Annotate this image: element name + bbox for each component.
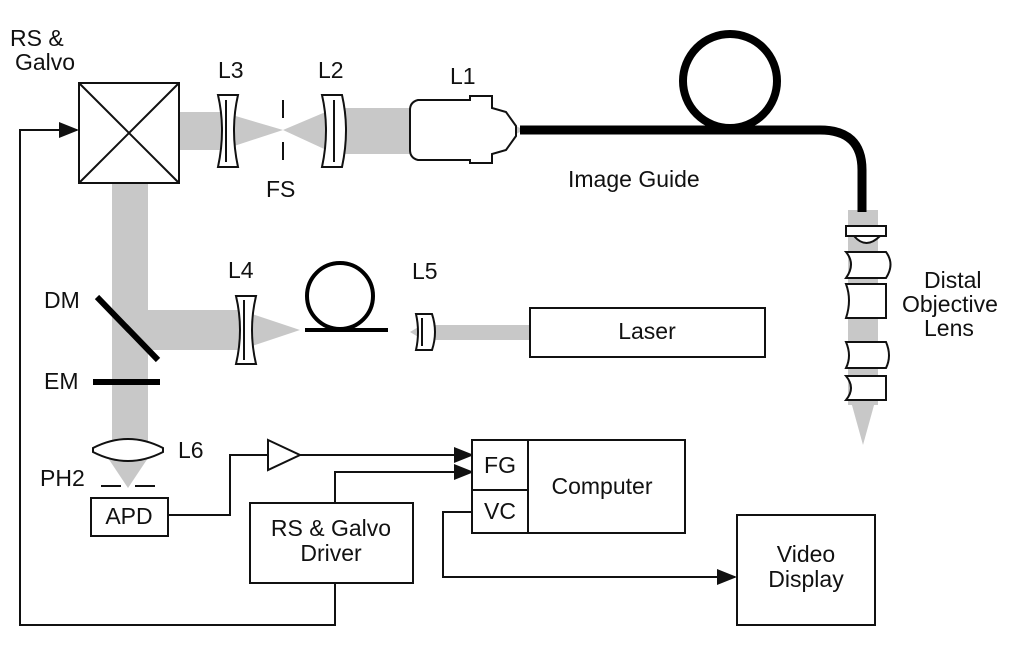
fiber xyxy=(305,261,375,331)
label: Galvo xyxy=(15,49,75,75)
label: Image Guide xyxy=(568,166,700,192)
label: L1 xyxy=(450,63,476,89)
lens xyxy=(414,313,436,351)
label: Video xyxy=(777,541,835,567)
objective xyxy=(409,95,517,164)
driver xyxy=(249,502,414,584)
lens xyxy=(216,94,240,168)
label: FG xyxy=(484,452,516,478)
distal-objective xyxy=(843,225,892,401)
label: Objective xyxy=(902,291,998,317)
label: PH2 xyxy=(40,465,85,491)
label: VC xyxy=(484,498,516,524)
laser xyxy=(529,307,766,358)
label: APD xyxy=(105,503,152,529)
label: L2 xyxy=(318,57,344,83)
label: RS & Galvo xyxy=(271,515,391,541)
lens xyxy=(92,438,164,462)
label: L3 xyxy=(218,57,244,83)
label: Display xyxy=(768,566,844,592)
label: Distal xyxy=(924,267,982,293)
label: EM xyxy=(44,368,79,394)
label: Driver xyxy=(300,540,362,566)
video-display xyxy=(736,514,876,626)
label: DM xyxy=(44,287,80,313)
label: Computer xyxy=(552,473,653,499)
image-guide xyxy=(520,30,867,212)
label: Laser xyxy=(618,318,676,344)
label: L6 xyxy=(178,437,204,463)
amplifier xyxy=(267,438,303,472)
lens xyxy=(234,295,258,365)
scanner xyxy=(78,82,180,184)
label: L4 xyxy=(228,257,254,283)
dichroic xyxy=(94,294,161,363)
apd xyxy=(90,497,169,537)
label: Lens xyxy=(924,315,974,341)
computer xyxy=(471,439,686,534)
label: FS xyxy=(266,176,295,202)
label: RS & xyxy=(10,25,64,51)
label: L5 xyxy=(412,258,438,284)
